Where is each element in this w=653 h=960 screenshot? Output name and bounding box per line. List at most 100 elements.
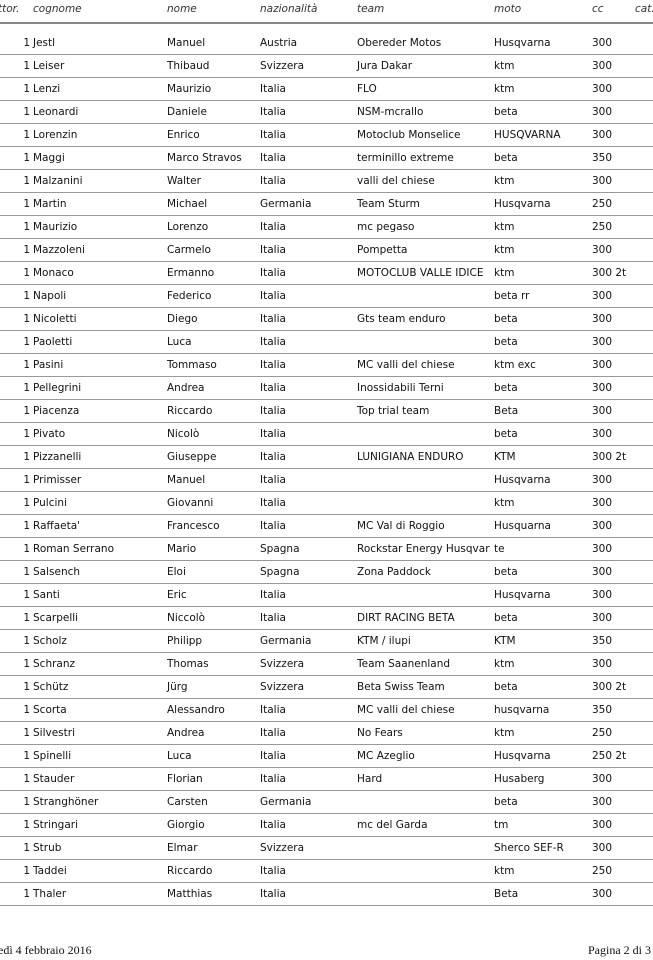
cell-nome: Mario bbox=[167, 543, 197, 555]
cell-cc: 300 bbox=[592, 658, 613, 670]
cell-team: Zona Paddock bbox=[357, 566, 431, 578]
cell-nazionalita: Svizzera bbox=[260, 658, 305, 670]
table-row: 1 Leiser Thibaud Svizzera Jura Dakar ktm 300 bbox=[0, 55, 653, 78]
cell-team: Jura Dakar bbox=[357, 60, 413, 72]
cell-moto: HUSQVARNA bbox=[494, 129, 561, 141]
cell-cognome: Roman Serrano bbox=[33, 543, 114, 555]
table-row: 1 Spinelli Luca Italia MC Azeglio Husqvarna 25… bbox=[0, 745, 653, 768]
cell-nome: Giorgio bbox=[167, 819, 205, 831]
cell-moto: Husaberg bbox=[494, 773, 545, 785]
cell-cognome: Napoli bbox=[33, 290, 67, 302]
cell-team: Beta Swiss Team bbox=[357, 681, 445, 693]
cell-nome: Giuseppe bbox=[167, 451, 217, 463]
table-row: 1 Pizzanelli Giuseppe Italia LUNIGIANA ENDUR… bbox=[0, 446, 653, 469]
cell-nazionalita: Svizzera bbox=[260, 60, 305, 72]
cell-nazionalita: Italia bbox=[260, 451, 286, 463]
table-row: 1 Pellegrini Andrea Italia Inossidabili Tern… bbox=[0, 377, 653, 400]
table-row: 1 Scarpelli Niccolò Italia DIRT RACING BETA b… bbox=[0, 607, 653, 630]
cell-number: 1 bbox=[23, 359, 30, 371]
cell-moto: ktm bbox=[494, 244, 515, 256]
cell-nazionalita: Italia bbox=[260, 428, 286, 440]
cell-cognome: Schütz bbox=[33, 681, 69, 693]
cell-team: Top trial team bbox=[357, 405, 430, 417]
cell-nazionalita: Italia bbox=[260, 750, 286, 762]
cell-nome: Tommaso bbox=[167, 359, 217, 371]
cell-team: KTM / ilupi bbox=[357, 635, 411, 647]
cell-moto: ktm bbox=[494, 175, 515, 187]
cell-nome: Manuel bbox=[167, 37, 206, 49]
table-row: 1 Salsench Eloi Spagna Zona Paddock beta 300 bbox=[0, 561, 653, 584]
cell-team: MOTOCLUB VALLE IDICE bbox=[357, 267, 484, 279]
cell-cc: 300 bbox=[592, 106, 613, 118]
table-row: 1 Scholz Philipp Germania KTM / ilupi KTM 350 bbox=[0, 630, 653, 653]
cell-cognome: Raffaeta' bbox=[33, 520, 81, 532]
cell-nome: Carsten bbox=[167, 796, 208, 808]
table-row: 1 Maurizio Lorenzo Italia mc pegaso ktm 250 bbox=[0, 216, 653, 239]
cell-nazionalita: Italia bbox=[260, 497, 286, 509]
col-header-nazionalita: nazionalità bbox=[260, 3, 318, 15]
cell-nome: Giovanni bbox=[167, 497, 214, 509]
cell-number: 1 bbox=[23, 589, 30, 601]
table-row: 1 Maggi Marco Stravos Italia terminillo extr… bbox=[0, 147, 653, 170]
cell-team: Inossidabili Terni bbox=[357, 382, 444, 394]
cell-moto: ktm bbox=[494, 83, 515, 95]
cell-cognome: Santi bbox=[33, 589, 60, 601]
cell-cognome: Lorenzin bbox=[33, 129, 78, 141]
cell-cc: 300 bbox=[592, 520, 613, 532]
cell-team: Pompetta bbox=[357, 244, 408, 256]
cell-cc: 250 bbox=[592, 727, 613, 739]
col-header-team: team bbox=[357, 3, 385, 15]
cell-nazionalita: Italia bbox=[260, 267, 286, 279]
cell-nazionalita: Italia bbox=[260, 152, 286, 164]
cell-cc: 300 bbox=[592, 819, 613, 831]
cell-nazionalita: Italia bbox=[260, 313, 286, 325]
cell-number: 1 bbox=[23, 290, 30, 302]
cell-nome: Manuel bbox=[167, 474, 206, 486]
col-header-number: ttor. bbox=[0, 3, 20, 15]
cell-nome: Nicolò bbox=[167, 428, 200, 440]
cell-nazionalita: Italia bbox=[260, 612, 286, 624]
cell-nazionalita: Italia bbox=[260, 221, 286, 233]
footer-date: vedì 4 febbraio 2016 bbox=[0, 943, 92, 957]
cell-cognome: Mazzoleni bbox=[33, 244, 85, 256]
cell-nome: Andrea bbox=[167, 727, 205, 739]
cell-moto: beta bbox=[494, 566, 518, 578]
cell-cognome: Pizzanelli bbox=[33, 451, 82, 463]
cell-team: terminillo extreme bbox=[357, 152, 454, 164]
cell-cognome: Stranghöner bbox=[33, 796, 99, 808]
cell-cc: 300 bbox=[592, 589, 613, 601]
cell-nazionalita: Italia bbox=[260, 83, 286, 95]
cell-cc: 300 bbox=[592, 244, 613, 256]
cell-nome: Ermanno bbox=[167, 267, 215, 279]
cell-cc: 300 bbox=[592, 796, 613, 808]
table-row: 1 Stringari Giorgio Italia mc del Garda tm 300 bbox=[0, 814, 653, 837]
cell-nazionalita: Italia bbox=[260, 888, 286, 900]
cell-team: NSM-mcrallo bbox=[357, 106, 424, 118]
cell-moto: Husqvarna bbox=[494, 589, 551, 601]
cell-cognome: Scholz bbox=[33, 635, 67, 647]
cell-cognome: Pasini bbox=[33, 359, 64, 371]
cell-team: No Fears bbox=[357, 727, 403, 739]
cell-cognome: Paoletti bbox=[33, 336, 73, 348]
cell-nazionalita: Italia bbox=[260, 382, 286, 394]
cell-number: 1 bbox=[23, 704, 30, 716]
cell-cc: 300 bbox=[592, 566, 613, 578]
cell-nome: Enrico bbox=[167, 129, 200, 141]
cell-number: 1 bbox=[23, 152, 30, 164]
cell-team: MC valli del chiese bbox=[357, 704, 455, 716]
cell-cc: 250 bbox=[592, 198, 613, 210]
cell-moto: ktm bbox=[494, 221, 515, 233]
cell-nome: Jürg bbox=[167, 681, 188, 693]
cell-team: valli del chiese bbox=[357, 175, 435, 187]
cell-cognome: Stringari bbox=[33, 819, 79, 831]
cell-cc: 300 bbox=[592, 474, 613, 486]
cell-nazionalita: Italia bbox=[260, 405, 286, 417]
cell-nazionalita: Spagna bbox=[260, 543, 300, 555]
cell-nome: Thomas bbox=[167, 658, 209, 670]
cell-cc: 300 bbox=[592, 612, 613, 624]
cell-cc: 300 bbox=[592, 175, 613, 187]
table-row: 1 Taddei Riccardo Italia ktm 250 bbox=[0, 860, 653, 883]
cell-moto: beta bbox=[494, 428, 518, 440]
cell-nazionalita: Italia bbox=[260, 474, 286, 486]
cell-number: 1 bbox=[23, 37, 30, 49]
